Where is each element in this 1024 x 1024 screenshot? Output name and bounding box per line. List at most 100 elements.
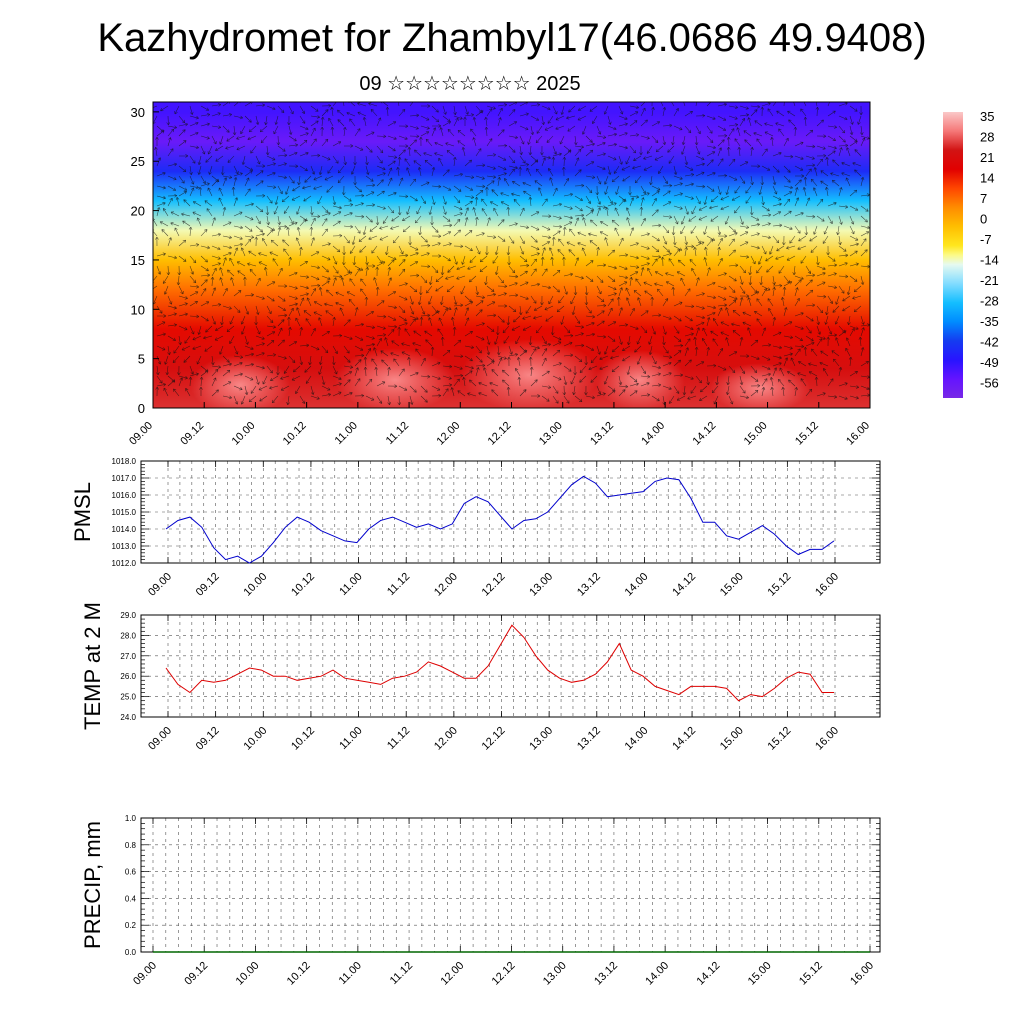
colorbar: 35 28 21 14 7 0 -7 -14 -21 -28 -35 -42 -49 -56	[943, 109, 999, 398]
x-tick-label: 09.00	[146, 725, 174, 753]
x-tick-label: 11.12	[384, 420, 411, 447]
y-tick-label: 0.4	[125, 894, 137, 903]
x-tick-label: 14.12	[670, 725, 698, 753]
x-tick-label: 14.12	[691, 420, 719, 448]
x-tick-label: 11.12	[385, 571, 412, 598]
temperature-panel: 24.0 25.0 26.0 27.0 28.0 29.0 09.00 09.12 10.00 1…	[80, 602, 881, 753]
colorbar-strip	[943, 112, 963, 398]
x-tick-label: 15.12	[797, 960, 825, 988]
y-tick-label: 1014.0	[112, 525, 137, 534]
x-tick-label: 13.00	[541, 960, 569, 988]
x-tick-label: 12.12	[480, 725, 508, 753]
y-tick-label: 20	[131, 204, 145, 219]
x-tick-label: 14.00	[623, 571, 651, 599]
y-tick-label: 27.0	[120, 652, 136, 661]
x-tick-label: 09.00	[146, 571, 174, 599]
x-tick-label: 11.00	[337, 960, 364, 987]
y-tick-label: 25.0	[120, 693, 136, 702]
y-tick-label: 1017.0	[112, 474, 137, 483]
x-tick-label: 14.12	[670, 571, 698, 599]
x-tick-label: 11.00	[337, 571, 364, 598]
y-tick-label: 1018.0	[112, 457, 137, 466]
colorbar-label: 7	[980, 191, 987, 206]
y-tick-label: 29.0	[120, 611, 136, 620]
x-tick-label: 13.12	[575, 571, 603, 599]
x-tick-label: 15.00	[742, 420, 770, 448]
colorbar-label: 0	[980, 212, 987, 227]
colorbar-label: -56	[980, 376, 999, 391]
x-tick-label: 12.00	[438, 960, 466, 988]
y-tick-label: 0.2	[125, 921, 137, 930]
wind-vector-field	[153, 102, 870, 406]
x-tick-label: 09.12	[194, 725, 222, 753]
x-tick-label: 09.00	[127, 420, 155, 448]
x-tick-label: 14.00	[643, 960, 671, 988]
x-tick-label: 11.00	[337, 725, 364, 752]
pmsl-panel: 1012.0 1013.0 1014.0 1015.0 1016.0 1017.0 1018…	[70, 457, 881, 599]
precipitation-panel: 0.0 0.2 0.4 0.6 0.8 1.0 09.00 09.12 10.00 10.12 11…	[80, 814, 881, 988]
series-line	[165, 624, 834, 702]
x-tick-label: 15.12	[766, 725, 794, 753]
series-line	[165, 475, 835, 564]
y-tick-label: 0.8	[125, 841, 137, 850]
y-axis-label: PRECIP, mm	[80, 821, 105, 949]
y-tick-label: 25	[131, 154, 145, 169]
x-tick-label: 14.12	[695, 960, 723, 988]
y-tick-label: 1012.0	[112, 559, 137, 568]
y-tick-label: 0.0	[125, 948, 137, 957]
y-tick-label: 1015.0	[112, 508, 137, 517]
x-tick-label: 11.00	[333, 420, 360, 447]
x-tick-label: 16.00	[813, 571, 841, 599]
colorbar-label: -49	[980, 355, 999, 370]
x-tick-label: 12.12	[486, 420, 514, 448]
x-tick-label: 12.00	[434, 420, 462, 448]
y-axis-label: TEMP at 2 M	[80, 602, 105, 730]
y-tick-label: 26.0	[120, 672, 136, 681]
warm-core	[595, 350, 685, 408]
x-tick-label: 13.00	[537, 420, 565, 448]
y-tick-label: 15	[131, 253, 145, 268]
x-tick-label: 10.12	[289, 571, 317, 599]
x-tick-label: 15.00	[718, 571, 746, 599]
y-tick-label: 30	[131, 105, 145, 120]
x-tick-label: 10.12	[289, 725, 317, 753]
x-tick-label: 12.00	[432, 571, 460, 599]
warm-core	[710, 363, 810, 408]
x-tick-label: 13.12	[575, 725, 603, 753]
x-tick-label: 09.00	[131, 960, 159, 988]
colorbar-label: 14	[980, 171, 994, 186]
x-tick-label: 12.12	[490, 960, 518, 988]
y-axis-label: PMSL	[70, 482, 95, 542]
x-tick-label: 15.12	[766, 571, 794, 599]
x-tick-label: 13.12	[592, 960, 620, 988]
colorbar-label: 35	[980, 109, 994, 124]
x-tick-label: 12.00	[432, 725, 460, 753]
x-tick-label: 13.00	[527, 725, 555, 753]
colorbar-label: -35	[980, 314, 999, 329]
colorbar-label: -28	[980, 294, 999, 309]
y-tick-label: 24.0	[120, 713, 136, 722]
warm-cores	[190, 339, 810, 408]
colorbar-label: -21	[980, 273, 999, 288]
x-tick-label: 12.12	[480, 571, 508, 599]
x-tick-label: 11.12	[385, 725, 412, 752]
x-tick-label: 10.00	[230, 420, 258, 448]
y-tick-label: 1013.0	[112, 542, 137, 551]
y-tick-label: 10	[131, 302, 145, 317]
y-tick-label: 5	[138, 352, 145, 367]
x-tick-label: 15.12	[793, 420, 821, 448]
y-tick-label: 0.6	[125, 868, 137, 877]
colorbar-labels: 35 28 21 14 7 0 -7 -14 -21 -28 -35 -42 -49 -56	[980, 109, 999, 391]
colorbar-label: -14	[980, 253, 999, 268]
x-tick-label: 10.12	[285, 960, 313, 988]
x-tick-label: 14.00	[639, 420, 667, 448]
y-tick-label: 1.0	[125, 814, 137, 823]
warm-core	[460, 339, 600, 408]
x-tick-label: 10.12	[281, 420, 309, 448]
x-tick-label: 15.00	[718, 725, 746, 753]
x-tick-label: 09.12	[194, 571, 222, 599]
warm-core	[335, 348, 455, 408]
colorbar-label: -7	[980, 232, 992, 247]
x-tick-label: 09.12	[178, 420, 206, 448]
colorbar-label: 28	[980, 130, 994, 145]
